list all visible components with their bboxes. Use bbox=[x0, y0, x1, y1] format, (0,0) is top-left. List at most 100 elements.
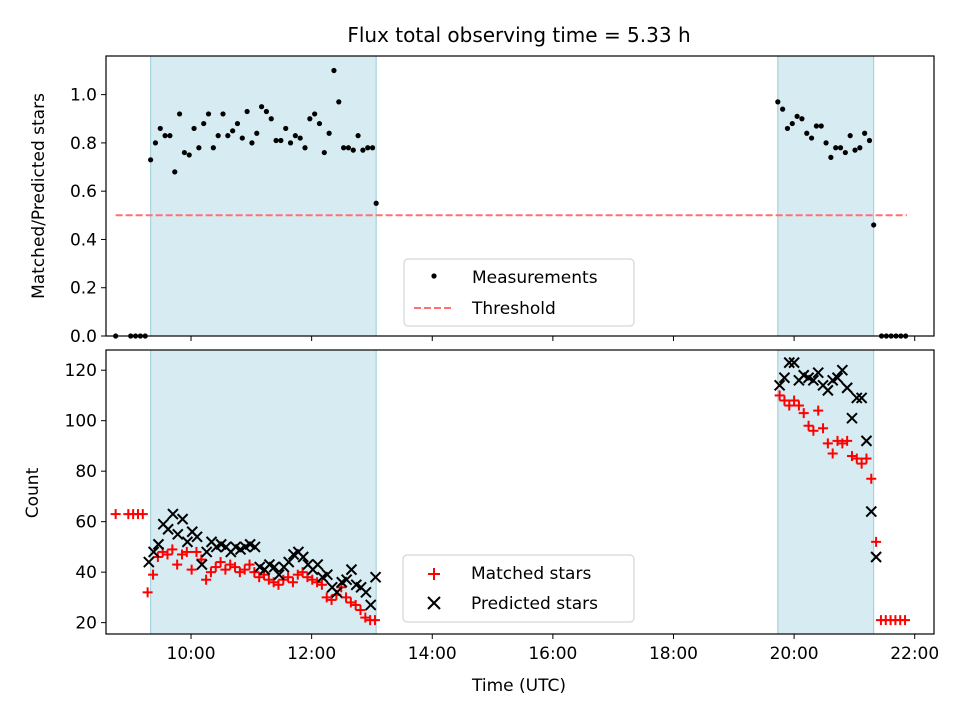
x-tick-label: 10:00 bbox=[167, 644, 216, 664]
x-axis-label: Time (UTC) bbox=[471, 676, 566, 696]
measurement-point bbox=[215, 133, 221, 139]
matched-star-point bbox=[215, 557, 226, 568]
predicted-star-point bbox=[331, 586, 343, 599]
measurement-point bbox=[369, 145, 376, 151]
predicted-star-point bbox=[836, 364, 849, 376]
predicted-star-point bbox=[152, 538, 165, 551]
predicted-star-point bbox=[345, 563, 358, 576]
measurement-point bbox=[268, 116, 274, 122]
measurement-point bbox=[283, 125, 289, 132]
measurement-point bbox=[152, 140, 159, 146]
measurement-point bbox=[148, 157, 154, 163]
measurement-point bbox=[278, 137, 284, 144]
predicted-star-point bbox=[773, 379, 786, 392]
matched-star-point bbox=[210, 562, 221, 573]
measurement-point bbox=[220, 111, 226, 117]
measurement-point bbox=[355, 133, 361, 139]
measurement-point bbox=[186, 152, 192, 158]
predicted-star-point bbox=[851, 392, 863, 404]
measurement-point bbox=[818, 123, 824, 129]
measurement-point bbox=[321, 149, 327, 156]
top-x-axis-ticks bbox=[190, 336, 916, 341]
measurement-point bbox=[181, 149, 187, 156]
top-y-tick-label: 0.2 bbox=[70, 279, 97, 299]
matched-star-point bbox=[350, 599, 361, 610]
observing-window-1 bbox=[150, 55, 377, 337]
measurement-point bbox=[341, 145, 347, 151]
measurement-point bbox=[258, 104, 265, 110]
measurement-point bbox=[871, 222, 877, 228]
measurement-point bbox=[794, 113, 800, 119]
measurement-point bbox=[828, 154, 834, 160]
measurement-point bbox=[789, 120, 795, 127]
matched-star-point bbox=[186, 564, 197, 575]
bottom-legend-box bbox=[402, 554, 635, 623]
bottom-legend: Matched stars Predicted stars bbox=[402, 554, 635, 623]
bottom-y-tick-label: 20 bbox=[75, 614, 97, 634]
x-tick-label: 18:00 bbox=[649, 644, 698, 664]
matched-star-point bbox=[283, 572, 294, 583]
measurement-point bbox=[837, 145, 844, 151]
top-plot-frame bbox=[105, 55, 935, 337]
predicted-star-point bbox=[365, 599, 377, 611]
matched-star-point bbox=[142, 587, 153, 598]
legend-measurements-marker bbox=[431, 273, 437, 279]
matched-star-point bbox=[784, 400, 795, 411]
measurement-point bbox=[302, 145, 308, 151]
bottom-y-tick-label: 120 bbox=[65, 361, 97, 381]
x-tick-label: 20:00 bbox=[770, 644, 819, 664]
bottom-y-tick-label: 100 bbox=[65, 412, 97, 432]
matched-star-point bbox=[842, 435, 853, 446]
measurement-point bbox=[254, 130, 260, 136]
matched-star-point bbox=[172, 559, 183, 570]
top-legend-box bbox=[403, 258, 635, 327]
measurement-point bbox=[784, 125, 791, 132]
measurement-point bbox=[857, 145, 863, 151]
predicted-star-point bbox=[807, 374, 820, 387]
bottom-plot-frame bbox=[105, 349, 935, 635]
measurement-point bbox=[297, 135, 303, 141]
matched-star-point bbox=[273, 579, 284, 590]
matched-star-point bbox=[369, 615, 380, 626]
ratio-panel: Flux total observing time = 5.33 h 0.00.… bbox=[29, 23, 935, 347]
measurement-point bbox=[847, 133, 853, 139]
measurement-point bbox=[350, 147, 356, 153]
matched-star-point bbox=[808, 425, 819, 436]
predicted-star-point bbox=[855, 392, 868, 404]
measurement-point bbox=[196, 145, 202, 151]
predicted-star-point bbox=[162, 523, 174, 535]
bottom-x-axis-ticks: 10:00 12:00 14:00 16:00 18:00 20:00 22:00 bbox=[167, 634, 939, 664]
observing-window-2 bbox=[777, 55, 875, 337]
matched-star-point bbox=[789, 395, 800, 406]
x-tick-label: 12:00 bbox=[287, 644, 336, 664]
matched-star-point bbox=[230, 562, 241, 573]
legend-predicted-marker bbox=[427, 596, 441, 610]
measurement-point bbox=[842, 149, 848, 156]
predicted-star-point bbox=[340, 574, 353, 586]
predicted-star-point bbox=[249, 541, 261, 553]
x-tick-label: 16:00 bbox=[528, 644, 577, 664]
measurement-point bbox=[866, 137, 873, 144]
top-y-axis-label: Matched/Predicted stars bbox=[29, 93, 49, 299]
measurement-point bbox=[244, 108, 250, 115]
matched-star-point bbox=[167, 544, 178, 555]
legend-threshold-label: Threshold bbox=[471, 299, 556, 319]
predicted-star-point bbox=[147, 546, 160, 558]
predicted-star-point bbox=[311, 558, 324, 571]
matched-star-point bbox=[818, 423, 829, 434]
x-tick-label: 14:00 bbox=[408, 644, 457, 664]
predicted-star-point bbox=[783, 356, 795, 369]
measurement-point bbox=[316, 120, 323, 127]
measurement-point bbox=[331, 67, 337, 74]
matched-star-point bbox=[191, 546, 202, 557]
measurement-point bbox=[360, 147, 366, 153]
legend-measurements-label: Measurements bbox=[472, 268, 598, 288]
measurement-point bbox=[263, 108, 270, 115]
matched-star-point bbox=[779, 395, 790, 406]
measurement-point bbox=[249, 140, 255, 146]
matched-star-point bbox=[900, 615, 911, 626]
bottom-y-axis-label: Count bbox=[23, 467, 43, 518]
bottom-y-tick-label: 40 bbox=[75, 563, 97, 583]
matched-star-point bbox=[827, 448, 838, 459]
measurement-point bbox=[336, 99, 342, 105]
